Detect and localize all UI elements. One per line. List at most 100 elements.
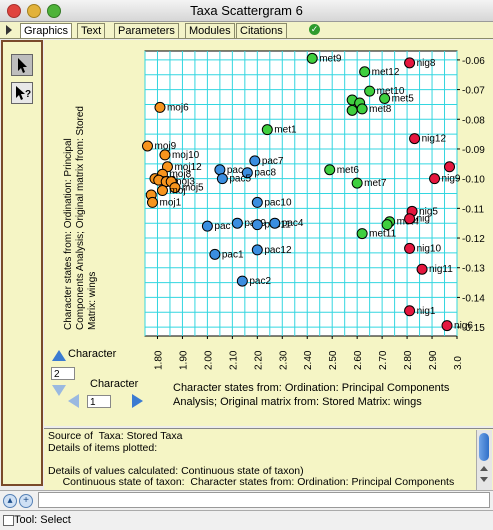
arrow-select-icon[interactable] [11, 54, 33, 76]
data-point-pac[interactable] [216, 173, 228, 185]
data-point-pac[interactable] [249, 155, 261, 167]
data-point-moj[interactable] [161, 161, 173, 173]
point-label: pac [227, 165, 243, 176]
point-label: nig1 [417, 306, 436, 317]
tab-bar: Graphics Text Parameters Modules Citatio… [0, 22, 493, 39]
collapse-icon[interactable]: ▴ [3, 494, 17, 508]
x-tick-label: 1.90 [178, 350, 189, 370]
data-point-moj[interactable] [146, 196, 158, 208]
point-label: met8 [369, 104, 392, 115]
tool-palette: ? [1, 40, 43, 486]
point-label: nig6 [454, 321, 473, 332]
data-point-nig[interactable] [409, 133, 421, 145]
data-point-nig[interactable] [404, 242, 416, 254]
window-title: Taxa Scattergram 6 [190, 3, 303, 18]
data-point-nig[interactable] [444, 161, 456, 173]
data-point-met[interactable] [346, 104, 358, 116]
y-tick-label: -0.12 [462, 234, 485, 245]
point-label: met5 [392, 94, 415, 105]
point-label: moj10 [172, 150, 200, 161]
info-panel: Source of Taxa: Stored Taxa Details of i… [44, 428, 493, 491]
data-point-pac[interactable] [209, 248, 221, 260]
point-label: pac4 [282, 218, 304, 229]
tab-citations[interactable]: Citations [236, 23, 287, 38]
scroll-up-arrow-icon[interactable] [480, 466, 488, 471]
data-point-met[interactable] [379, 93, 391, 104]
point-label: met10 [377, 86, 405, 97]
x-character-right-arrow-icon[interactable] [132, 394, 143, 408]
x-character-label: Character [90, 378, 139, 390]
point-label: moj8 [169, 169, 191, 180]
point-label: moj3 [173, 177, 195, 188]
data-point-met[interactable] [381, 219, 393, 231]
data-point-met[interactable] [261, 124, 273, 136]
y-tick-label: -0.14 [462, 293, 485, 304]
command-bar: ▴ + [0, 490, 493, 510]
data-point-pac[interactable] [269, 217, 281, 229]
tab-graphics[interactable]: Graphics [20, 23, 73, 38]
data-point-pac[interactable] [201, 220, 213, 232]
command-input[interactable] [38, 492, 490, 508]
data-point-pac[interactable] [251, 219, 263, 231]
minimize-window-button[interactable] [27, 4, 41, 18]
info-scrollbar[interactable] [476, 430, 492, 490]
data-point-nig[interactable] [416, 263, 428, 275]
svg-text:?: ? [25, 89, 31, 100]
data-point-met[interactable] [356, 103, 368, 115]
data-point-nig[interactable] [404, 213, 416, 225]
x-tick-label: 1.80 [153, 350, 164, 370]
point-label: pac12 [264, 245, 292, 256]
zoom-window-button[interactable] [47, 4, 61, 18]
data-point-nig[interactable] [429, 173, 441, 185]
scroll-down-arrow-icon[interactable] [480, 477, 488, 482]
scrollbar-thumb[interactable] [479, 433, 489, 461]
point-label: nig12 [422, 134, 447, 145]
y-axis-title-line: Character states from: Ordination: Princ… [63, 138, 74, 330]
arrow-query-icon[interactable]: ? [11, 82, 33, 104]
status-bar: Tool: Select [0, 510, 493, 530]
x-character-field[interactable]: 1 [87, 395, 111, 408]
close-window-button[interactable] [7, 4, 21, 18]
x-tick-label: 3.0 [453, 356, 464, 370]
data-point-pac[interactable] [241, 167, 253, 179]
y-character-label: Character [68, 348, 117, 360]
y-character-down-arrow-icon[interactable] [52, 385, 66, 396]
data-point-met[interactable] [364, 85, 376, 97]
data-point-nig[interactable] [404, 305, 416, 317]
y-tick-label: -0.08 [462, 115, 485, 126]
tab-menu-arrow-icon[interactable] [6, 25, 12, 35]
graphics-panel: -0.06 -0.07 -0.08 -0.09 -0.10 -0.11 -0.12 -0.13… [44, 40, 493, 426]
x-character-left-arrow-icon[interactable] [68, 394, 79, 408]
data-point-moj[interactable] [141, 140, 153, 152]
y-character-up-arrow-icon[interactable] [52, 350, 66, 361]
data-point-met[interactable] [324, 164, 336, 176]
data-point-moj[interactable] [169, 182, 181, 194]
add-icon[interactable]: + [19, 494, 33, 508]
point-label: moj9 [154, 141, 176, 152]
tab-text[interactable]: Text [77, 23, 106, 38]
data-point-moj[interactable] [159, 149, 171, 161]
info-text: Source of Taxa: Stored Taxa Details of i… [48, 431, 455, 488]
ok-check-icon[interactable]: ✓ [309, 24, 320, 35]
data-point-pac[interactable] [251, 196, 263, 208]
data-point-met[interactable] [356, 228, 368, 240]
data-point-pac[interactable] [251, 244, 263, 256]
data-point-nig[interactable] [404, 57, 416, 69]
y-character-field[interactable]: 2 [51, 367, 75, 380]
data-point-pac[interactable] [236, 275, 248, 287]
data-point-moj[interactable] [156, 185, 168, 197]
data-point-met[interactable] [359, 66, 371, 78]
tab-parameters[interactable]: Parameters [114, 23, 179, 38]
data-point-nig[interactable] [441, 320, 453, 332]
scatter-plot[interactable]: -0.06 -0.07 -0.08 -0.09 -0.10 -0.11 -0.12 -0.13… [44, 40, 493, 426]
tab-modules[interactable]: Modules [185, 23, 235, 38]
y-tick-label: -0.07 [462, 86, 485, 97]
x-tick-label: 2.50 [328, 350, 339, 370]
y-tick-label: -0.11 [462, 204, 484, 215]
data-point-moj[interactable] [154, 101, 166, 113]
point-label: met9 [319, 53, 342, 64]
data-point-met[interactable] [306, 52, 318, 64]
data-point-met[interactable] [351, 177, 363, 189]
data-point-pac[interactable] [231, 217, 243, 229]
point-label: met6 [337, 165, 360, 176]
